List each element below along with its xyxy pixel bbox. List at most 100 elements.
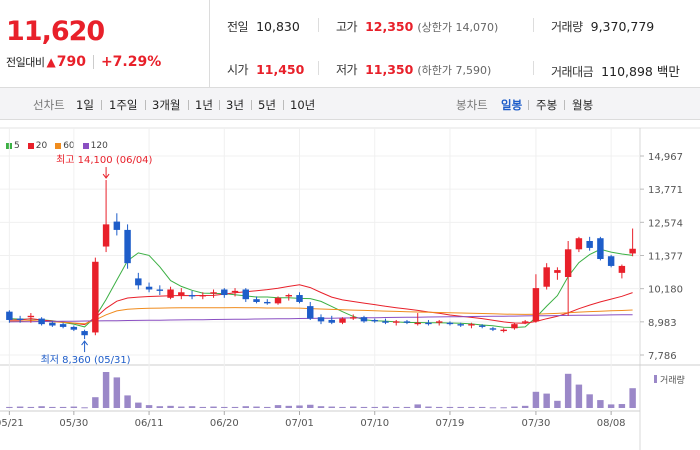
candle-body bbox=[59, 324, 67, 327]
volume-bar bbox=[221, 406, 228, 408]
candle-body bbox=[221, 289, 228, 296]
candle-body bbox=[339, 318, 346, 323]
volume-legend-label: 거래량 bbox=[660, 374, 685, 386]
candle-body bbox=[156, 289, 164, 291]
price-change-row: 전일대비 ▲ 790 +7.29% bbox=[6, 54, 161, 70]
volume-bar bbox=[274, 405, 282, 408]
volume-bar bbox=[210, 406, 217, 408]
volume-bar bbox=[543, 393, 550, 408]
ma20-line bbox=[9, 284, 633, 326]
divider bbox=[533, 61, 534, 75]
x-tick-label: 05/30 bbox=[59, 418, 88, 429]
volume-bar bbox=[70, 406, 78, 408]
divider bbox=[318, 61, 319, 75]
candle-body bbox=[607, 256, 615, 266]
volume-bar bbox=[414, 404, 421, 408]
candle-chart-label: 봉차트 bbox=[456, 98, 488, 112]
x-axis: 05/21 05/30 06/11 06/20 07/01 07/10 07/19 07/30… bbox=[0, 411, 626, 429]
divider bbox=[528, 100, 529, 110]
legend-ma120: 120 bbox=[82, 141, 108, 151]
change-percent: +7.29% bbox=[100, 54, 162, 70]
candle-body bbox=[554, 270, 561, 273]
chart-toolbar: 선차트 1일 1주일 3개월 1년 3년 5년 10년 봉차트 일봉 주봉 월봉 bbox=[0, 88, 700, 120]
divider bbox=[533, 18, 534, 32]
divider bbox=[92, 55, 94, 69]
volume-bar bbox=[113, 377, 121, 408]
volume-bar bbox=[135, 402, 142, 408]
volume-legend-swatch bbox=[654, 375, 657, 383]
candle-body bbox=[543, 267, 550, 287]
stock-stats: 전일 10,830 고가 12,350 (상한가 14,070) 거래량 9,3… bbox=[211, 0, 700, 88]
volume-bar bbox=[6, 406, 13, 408]
candle-body bbox=[124, 229, 131, 264]
candle-body bbox=[575, 238, 583, 250]
y-tick-label: 8,983 bbox=[648, 318, 677, 329]
candle-body bbox=[425, 322, 432, 325]
legend-ma120-label: 120 bbox=[90, 141, 108, 151]
stat-sub: (상한가 14,070) bbox=[417, 21, 499, 34]
stat-label: 저가 bbox=[336, 63, 358, 77]
candle-body bbox=[532, 288, 540, 322]
volume-bar bbox=[296, 405, 303, 408]
stat-amount: 거래대금 110,898 백만 bbox=[551, 61, 680, 80]
volume-bar bbox=[371, 406, 378, 408]
period-monthly[interactable]: 월봉 bbox=[572, 98, 594, 112]
candle-body bbox=[92, 261, 99, 333]
candle-body bbox=[145, 286, 153, 290]
x-tick-label: 08/08 bbox=[597, 418, 626, 429]
candle-body bbox=[468, 324, 475, 326]
period-1y[interactable]: 1년 bbox=[195, 98, 213, 112]
volume-bar bbox=[231, 406, 239, 408]
candle-body bbox=[38, 318, 45, 325]
line-chart-label: 선차트 bbox=[33, 98, 65, 112]
period-daily[interactable]: 일봉 bbox=[501, 98, 523, 112]
volume-bar bbox=[350, 406, 357, 408]
stat-value: 12,350 bbox=[365, 19, 414, 34]
volume-bar bbox=[392, 406, 400, 408]
volume-bar bbox=[618, 404, 626, 408]
candles bbox=[6, 180, 636, 340]
candle-body bbox=[382, 321, 389, 323]
volume-bar bbox=[468, 406, 475, 408]
candle-body bbox=[102, 224, 110, 247]
volume-bar bbox=[124, 395, 131, 408]
candle-body bbox=[81, 331, 88, 336]
volume-bar bbox=[607, 404, 615, 408]
y-tick-label: 12,574 bbox=[648, 218, 683, 229]
stat-value: 10,830 bbox=[256, 19, 300, 34]
period-1w[interactable]: 1주일 bbox=[109, 98, 138, 112]
volume-bar bbox=[307, 404, 314, 408]
candle-body bbox=[253, 299, 260, 302]
volume-bar bbox=[629, 388, 636, 408]
candle-body bbox=[392, 321, 400, 323]
annotations: 최고 14,100 (06/04) 최저 8,360 (05/31) bbox=[41, 154, 153, 366]
stat-volume: 거래량 9,370,779 bbox=[551, 18, 654, 35]
stat-value: 11,450 bbox=[256, 62, 305, 77]
candle-body bbox=[360, 317, 368, 322]
y-tick-label: 13,771 bbox=[648, 185, 683, 196]
volume-bar bbox=[188, 406, 196, 408]
period-1d[interactable]: 1일 bbox=[76, 98, 94, 112]
volume-bar bbox=[167, 405, 174, 408]
y-tick-label: 11,377 bbox=[648, 251, 683, 262]
volume-bar bbox=[597, 400, 604, 408]
candle-body bbox=[307, 306, 314, 319]
volume-bar bbox=[425, 406, 432, 408]
y-tick-label: 14,967 bbox=[648, 152, 683, 163]
candle-body bbox=[564, 249, 572, 278]
candle-body bbox=[285, 295, 292, 297]
period-3m[interactable]: 3개월 bbox=[152, 98, 181, 112]
period-3y[interactable]: 3년 bbox=[226, 98, 244, 112]
divider bbox=[145, 100, 146, 110]
period-5y[interactable]: 5년 bbox=[258, 98, 276, 112]
period-10y[interactable]: 10년 bbox=[290, 98, 316, 112]
max-price-annotation: 최고 14,100 (06/04) bbox=[56, 154, 152, 166]
candle-body bbox=[586, 240, 593, 248]
divider bbox=[188, 100, 189, 110]
candle-body bbox=[296, 295, 303, 302]
volume-bar bbox=[199, 406, 207, 408]
volume-bar bbox=[102, 372, 110, 408]
period-weekly[interactable]: 주봉 bbox=[536, 98, 558, 112]
volume-bar bbox=[500, 407, 507, 409]
